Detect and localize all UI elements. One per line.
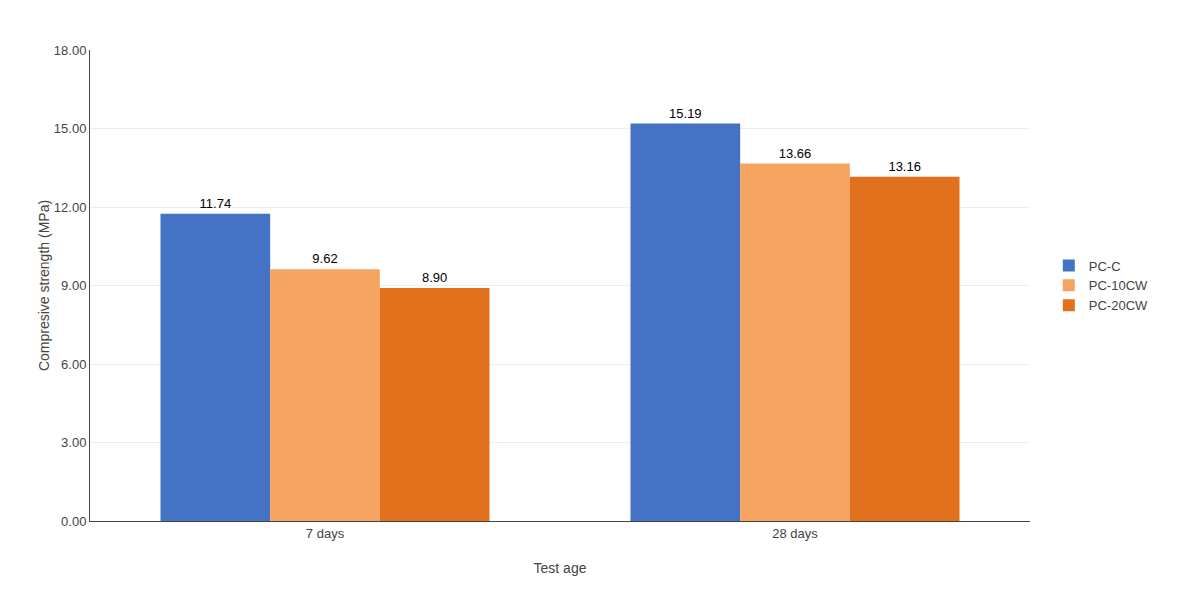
svg-text:15.19: 15.19 (669, 106, 702, 121)
svg-text:PC-C: PC-C (1089, 259, 1121, 274)
svg-text:15.00: 15.00 (54, 121, 87, 136)
svg-text:8.90: 8.90 (422, 270, 447, 285)
svg-text:PC-20CW: PC-20CW (1089, 298, 1148, 313)
svg-text:9.62: 9.62 (312, 251, 337, 266)
svg-text:0.00: 0.00 (61, 514, 86, 529)
svg-text:11.74: 11.74 (200, 196, 232, 211)
svg-text:Compresive strength (MPa): Compresive strength (MPa) (36, 200, 52, 371)
svg-text:18.00: 18.00 (54, 43, 87, 58)
svg-text:PC-10CW: PC-10CW (1089, 278, 1148, 293)
svg-text:3.00: 3.00 (61, 435, 86, 450)
svg-text:12.00: 12.00 (54, 200, 87, 215)
svg-text:13.66: 13.66 (779, 146, 812, 161)
svg-text:28 days: 28 days (772, 526, 818, 541)
svg-text:Test age: Test age (534, 560, 587, 576)
svg-text:13.16: 13.16 (888, 159, 921, 174)
svg-text:7 days: 7 days (306, 526, 345, 541)
svg-text:6.00: 6.00 (61, 357, 86, 372)
svg-text:9.00: 9.00 (61, 278, 86, 293)
